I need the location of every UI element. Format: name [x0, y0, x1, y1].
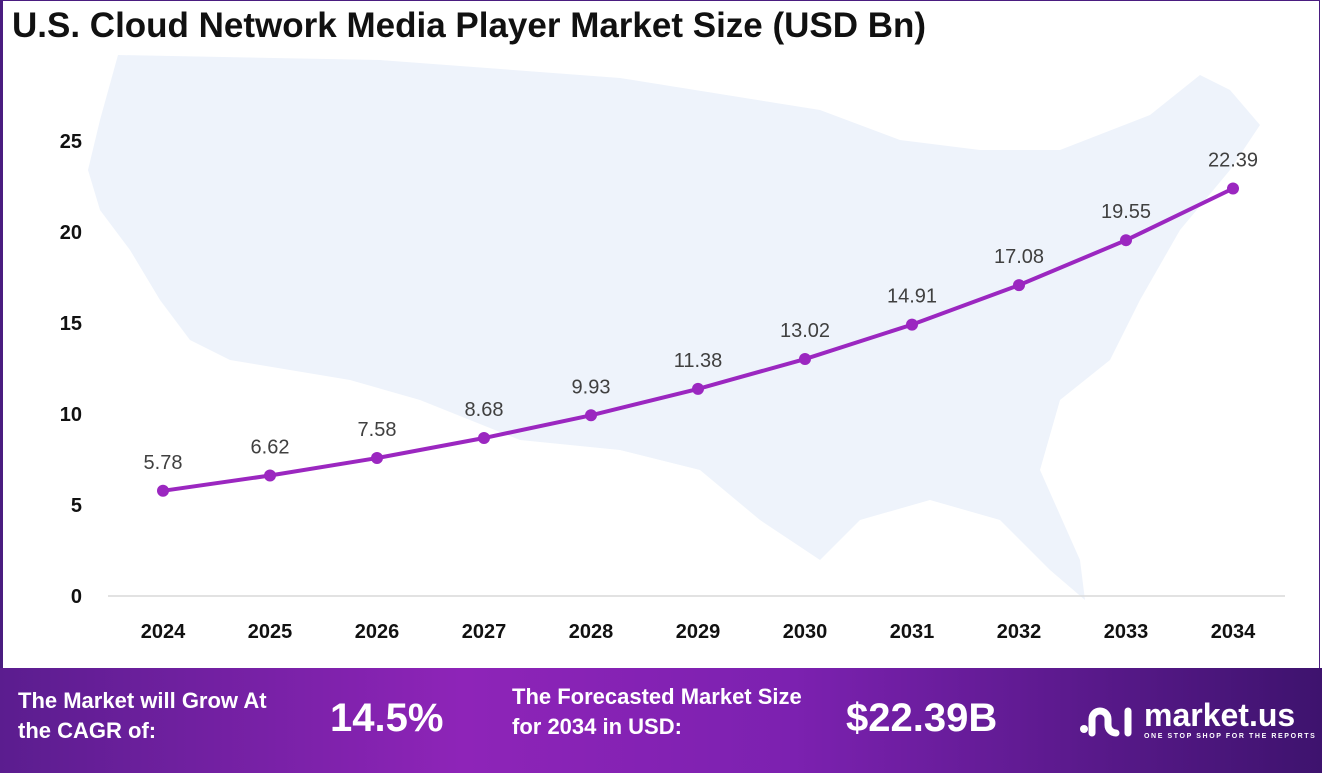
- data-point: [264, 469, 276, 482]
- data-label: 13.02: [780, 320, 830, 342]
- market-us-logo: market.us ONE STOP SHOP FOR THE REPORTS: [1078, 698, 1316, 742]
- data-point: [478, 432, 490, 445]
- data-point: [1013, 279, 1025, 292]
- us-map-background: [88, 55, 1260, 600]
- y-tick-label: 5: [71, 495, 82, 517]
- data-label: 14.91: [887, 286, 937, 308]
- data-label: 22.39: [1208, 150, 1258, 172]
- data-label: 19.55: [1101, 201, 1151, 223]
- cagr-value: 14.5%: [330, 696, 444, 740]
- x-tick-label: 2033: [1104, 621, 1149, 643]
- logo-name: market.us: [1144, 697, 1296, 733]
- data-point: [799, 353, 811, 366]
- data-label: 5.78: [144, 452, 183, 474]
- data-label: 6.62: [251, 437, 290, 459]
- data-label: 8.68: [465, 399, 504, 421]
- x-tick-label: 2032: [997, 621, 1042, 643]
- x-tick-label: 2027: [462, 621, 507, 643]
- data-label: 17.08: [994, 246, 1044, 268]
- data-label: 9.93: [572, 376, 611, 398]
- data-point: [371, 452, 383, 465]
- summary-banner: The Market will Grow At the CAGR of: 14.…: [0, 668, 1322, 773]
- x-tick-label: 2034: [1211, 621, 1256, 643]
- y-tick-label: 10: [60, 404, 82, 426]
- x-tick-label: 2026: [355, 621, 400, 643]
- chart-title: U.S. Cloud Network Media Player Market S…: [12, 6, 927, 45]
- cagr-label: The Market will Grow At the CAGR of:: [18, 688, 267, 743]
- data-point: [692, 382, 704, 395]
- y-tick-label: 15: [60, 313, 82, 335]
- data-label: 7.58: [358, 419, 397, 441]
- data-point: [906, 318, 918, 331]
- x-tick-label: 2030: [783, 621, 828, 643]
- x-tick-label: 2025: [248, 621, 293, 643]
- x-tick-label: 2029: [676, 621, 721, 643]
- data-point: [1227, 182, 1239, 195]
- data-point: [157, 484, 169, 497]
- data-point: [585, 409, 597, 422]
- forecast-label: The Forecasted Market Size for 2034 in U…: [512, 684, 802, 739]
- y-tick-label: 20: [60, 222, 82, 244]
- forecast-value: $22.39B: [846, 696, 998, 740]
- x-tick-label: 2024: [141, 621, 186, 643]
- data-label: 11.38: [674, 350, 723, 372]
- logo-tagline: ONE STOP SHOP FOR THE REPORTS: [1144, 733, 1317, 740]
- y-tick-label: 0: [71, 586, 82, 608]
- data-point: [1120, 234, 1132, 247]
- y-tick-label: 25: [60, 131, 82, 153]
- x-tick-label: 2028: [569, 621, 614, 643]
- logo-icon: [1080, 707, 1132, 737]
- x-tick-label: 2031: [890, 621, 935, 643]
